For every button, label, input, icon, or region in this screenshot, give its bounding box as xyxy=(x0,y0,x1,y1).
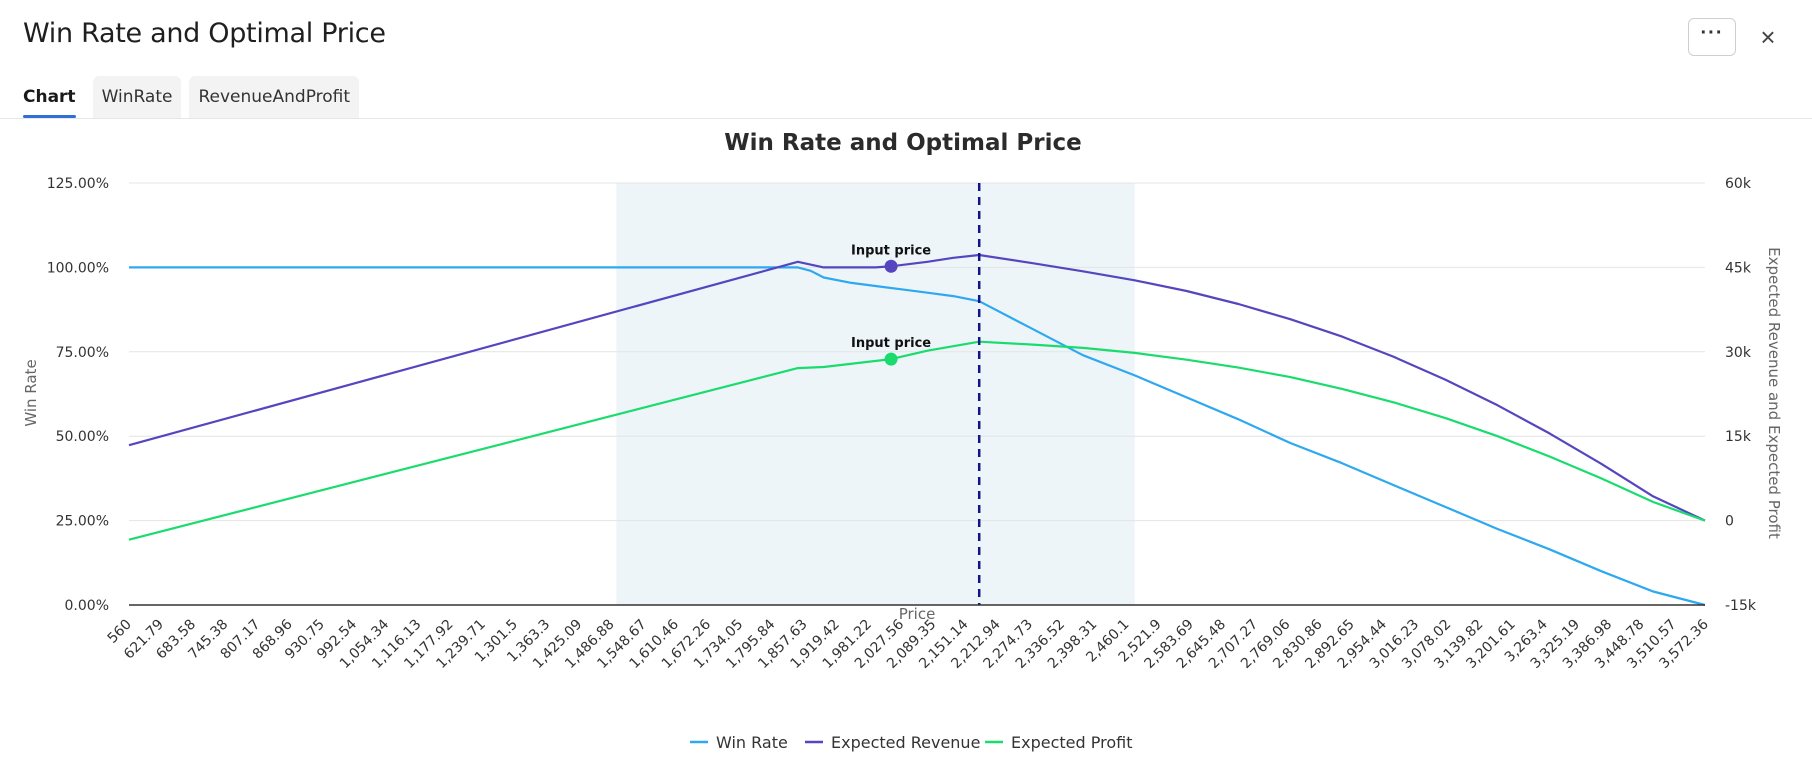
y-left-tick-label: 50.00% xyxy=(56,429,109,445)
tab-label: Chart xyxy=(23,87,76,107)
window-title: Win Rate and Optimal Price xyxy=(23,18,386,49)
y-left-tick-label: 0.00% xyxy=(65,598,109,614)
input-price-annotation: Input price xyxy=(851,243,931,258)
input-price-marker xyxy=(884,259,898,273)
window-header: Win Rate and Optimal Price ··· × xyxy=(0,0,1812,72)
y-left-tick-label: 75.00% xyxy=(56,345,109,361)
tab-label: RevenueAndProfit xyxy=(198,87,351,107)
y-right-tick-label: -15k xyxy=(1725,598,1757,614)
win-rate-chart: Win Rate and Optimal Price Input price In… xyxy=(22,130,1783,752)
close-button[interactable]: × xyxy=(1756,20,1780,54)
y-left-tick-label: 25.00% xyxy=(56,514,109,530)
tab-label: WinRate xyxy=(101,87,173,107)
y-right-tick-label: 60k xyxy=(1725,176,1752,192)
y-right-tick-label: 15k xyxy=(1725,429,1752,445)
legend-item-label: Expected Profit xyxy=(1011,733,1132,752)
tab-bar: Chart WinRate RevenueAndProfit xyxy=(14,76,360,118)
more-options-button[interactable]: ··· xyxy=(1688,18,1736,56)
more-horizontal-icon: ··· xyxy=(1700,22,1724,44)
y-right-tick-label: 0 xyxy=(1725,514,1734,530)
y-right-tick-label: 45k xyxy=(1725,260,1752,276)
y-right-axis-title: Expected Revenue and Expected Profit xyxy=(1765,247,1783,539)
legend-item-label: Expected Revenue xyxy=(831,733,980,752)
close-icon: × xyxy=(1760,21,1776,52)
series-line-win-rate xyxy=(129,266,1706,607)
series-line-expected-revenue xyxy=(128,253,1706,522)
shaded-range xyxy=(616,183,1135,605)
y-left-tick-label: 125.00% xyxy=(47,176,109,192)
input-price-annotation: Input price xyxy=(851,336,931,351)
chart-title: Win Rate and Optimal Price xyxy=(724,130,1081,156)
chart-legend: Win Rate Expected Revenue Expected Profit xyxy=(690,733,1132,752)
y-left-tick-label: 100.00% xyxy=(47,260,109,276)
tab-divider xyxy=(0,118,1812,119)
tab-revenue-and-profit[interactable]: RevenueAndProfit xyxy=(189,76,360,118)
tab-chart[interactable]: Chart xyxy=(14,76,85,118)
y-left-axis-title: Win Rate xyxy=(22,359,40,426)
y-right-tick-label: 30k xyxy=(1725,345,1752,361)
input-price-marker xyxy=(884,352,898,366)
tab-winrate[interactable]: WinRate xyxy=(92,76,182,118)
x-axis-title: Price xyxy=(899,605,936,623)
legend-item-label: Win Rate xyxy=(716,733,788,752)
